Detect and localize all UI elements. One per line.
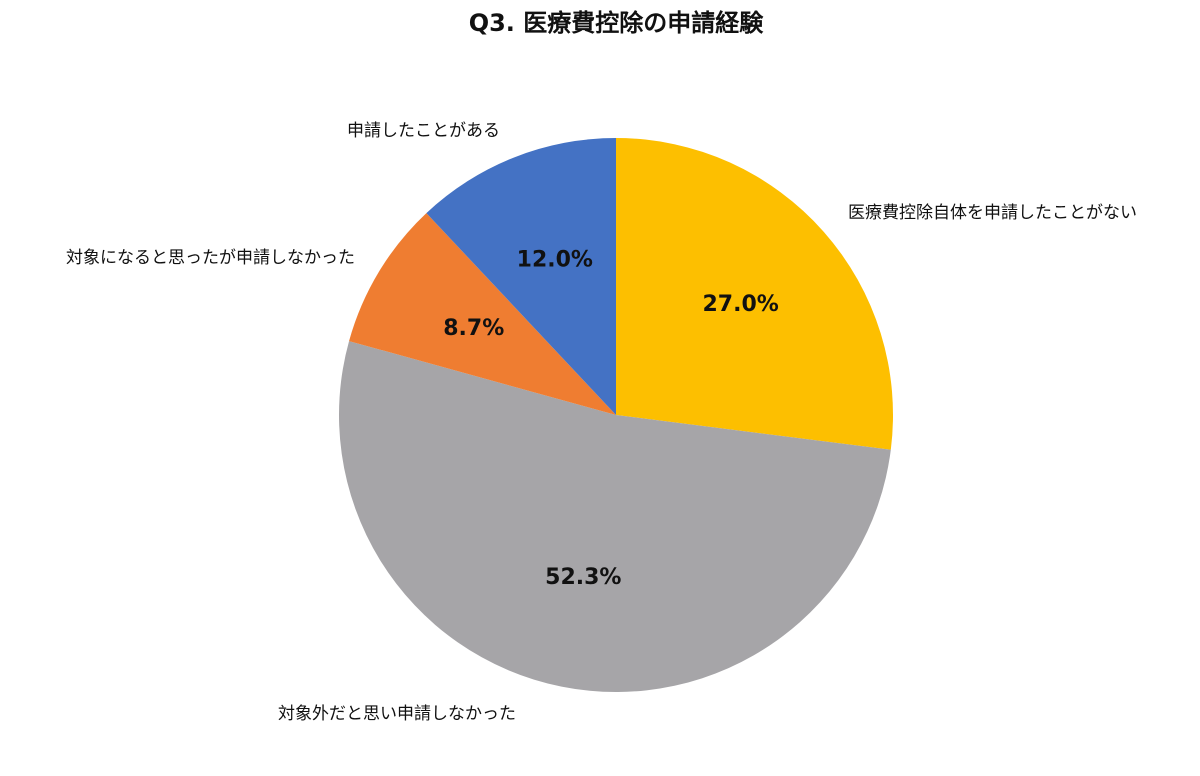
category-label: 対象外だと思い申請しなかった xyxy=(278,704,516,724)
category-label: 医療費控除自体を申請したことがない xyxy=(848,203,1137,223)
pie-slice xyxy=(349,213,616,415)
data-label: 52.3% xyxy=(545,565,621,590)
pie-slice xyxy=(616,138,894,450)
pie-slice xyxy=(426,138,616,415)
data-label: 8.7% xyxy=(443,316,504,341)
chart-title: Q3. 医療費控除の申請経験 xyxy=(469,9,765,37)
data-label: 27.0% xyxy=(703,292,779,317)
data-label: 12.0% xyxy=(517,247,593,272)
category-label: 対象になると思ったが申請しなかった xyxy=(66,248,355,268)
pie-slice xyxy=(338,341,891,693)
category-label: 申請したことがある xyxy=(347,121,500,141)
